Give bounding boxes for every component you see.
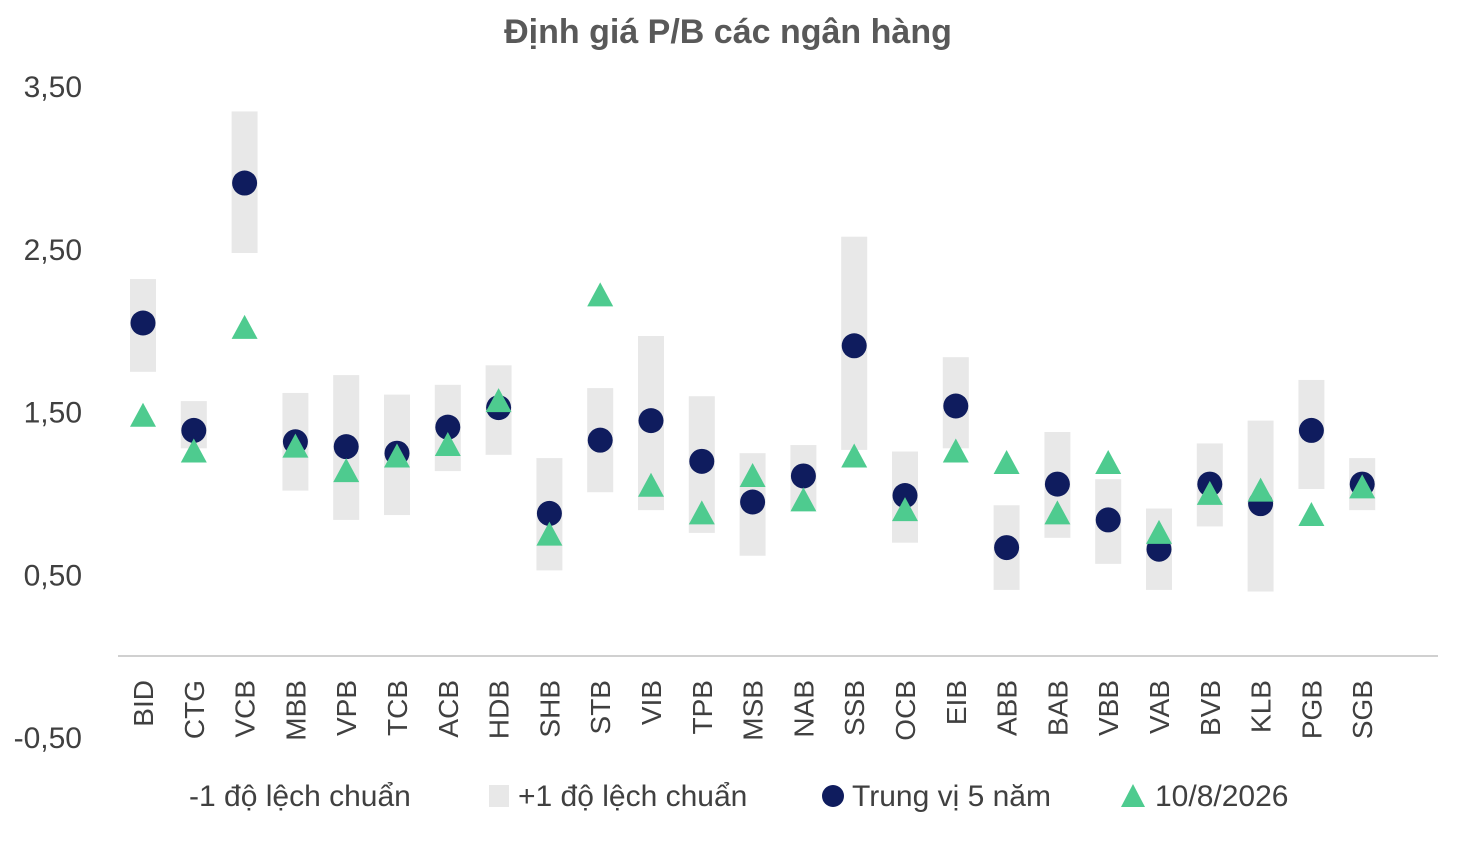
x-tick-ctg: CTG [179, 680, 210, 739]
median-point-abb [994, 535, 1020, 561]
current-point-stb [587, 282, 614, 307]
x-tick-vib: VIB [636, 680, 667, 725]
current-point-vib [638, 472, 664, 497]
legend-swatch-current [1121, 784, 1145, 807]
legend-item-median: Trung vị 5 năm [822, 780, 1051, 813]
current-point-sgb [1349, 474, 1376, 499]
current-point-bab [1044, 500, 1071, 525]
legend-swatch-median [822, 785, 844, 807]
current-point-vpb [333, 458, 360, 483]
current-point-ctg [180, 438, 207, 463]
current-points [130, 282, 1376, 546]
legend-label-plus-sd: +1 độ lệch chuẩn [518, 780, 747, 813]
median-point-eib [943, 393, 969, 419]
median-points [130, 170, 1375, 562]
x-tick-ssb: SSB [839, 680, 870, 736]
std-dev-bands [130, 111, 1376, 592]
median-point-vcb [232, 170, 258, 196]
median-point-pgb [1298, 417, 1324, 443]
median-point-ctg [181, 417, 207, 443]
current-point-eib [942, 438, 969, 463]
median-point-vib [638, 408, 664, 434]
current-point-hdb [485, 388, 512, 413]
x-tick-msb: MSB [738, 680, 769, 741]
x-tick-bvb: BVB [1195, 680, 1226, 736]
y-tick-label: 3,50 [24, 71, 82, 104]
x-tick-vpb: VPB [331, 680, 362, 736]
current-point-bvb [1196, 480, 1223, 505]
median-point-ssb [841, 333, 867, 359]
current-point-vab [1146, 519, 1172, 544]
current-point-vcb [231, 314, 258, 339]
x-tick-acb: ACB [433, 680, 464, 738]
x-tick-vbb: VBB [1093, 680, 1124, 736]
current-point-tcb [384, 443, 410, 468]
x-tick-hdb: HDB [484, 680, 515, 739]
x-tick-stb: STB [585, 680, 616, 734]
current-point-msb [739, 462, 766, 487]
legend-label-median: Trung vị 5 năm [852, 780, 1051, 813]
y-tick-label: -0,50 [14, 722, 82, 755]
median-point-bid [130, 310, 156, 336]
x-tick-mbb: MBB [280, 680, 311, 741]
x-tick-klb: KLB [1246, 680, 1277, 733]
x-tick-eib: EIB [941, 680, 972, 725]
x-tick-vab: VAB [1144, 680, 1175, 734]
x-tick-tpb: TPB [687, 680, 718, 734]
x-tick-sgb: SGB [1347, 680, 1378, 739]
current-point-mbb [282, 433, 309, 458]
x-tick-nab: NAB [788, 680, 819, 738]
y-tick-label: 1,50 [24, 397, 82, 430]
x-tick-bid: BID [128, 680, 159, 727]
x-tick-pgb: PGB [1296, 680, 1327, 739]
median-point-vpb [333, 434, 359, 460]
y-tick-label: 2,50 [24, 234, 82, 267]
x-tick-vcb: VCB [230, 680, 261, 738]
y-tick-label: 0,50 [24, 559, 82, 592]
current-point-vbb [1095, 449, 1122, 474]
current-point-abb [993, 449, 1020, 474]
current-point-ssb [841, 443, 868, 468]
current-point-ocb [892, 497, 918, 522]
legend-swatch-band [489, 785, 509, 807]
x-tick-abb: ABB [992, 680, 1023, 736]
median-point-bab [1044, 471, 1070, 497]
current-point-bid [130, 402, 156, 427]
current-point-shb [536, 521, 563, 546]
current-point-tpb [688, 500, 715, 525]
x-tick-tcb: TCB [382, 680, 413, 736]
median-point-acb [435, 414, 461, 440]
median-point-nab [790, 463, 816, 489]
x-tick-shb: SHB [534, 680, 565, 738]
current-point-pgb [1298, 502, 1325, 527]
legend-label-minus-sd: -1 độ lệch chuẩn [189, 780, 411, 813]
legend: -1 độ lệch chuẩn +1 độ lệch chuẩn Trung … [189, 780, 1288, 813]
current-point-acb [434, 432, 461, 457]
median-point-vbb [1095, 507, 1121, 533]
median-point-ocb [892, 483, 918, 509]
median-point-tpb [689, 448, 715, 474]
legend-item-current: 10/8/2026 [1121, 780, 1288, 813]
legend-label-current: 10/8/2026 [1155, 780, 1288, 813]
current-point-nab [790, 487, 817, 512]
legend-item-minus-sd: -1 độ lệch chuẩn [189, 780, 411, 813]
x-tick-ocb: OCB [890, 680, 921, 741]
y-axis-ticks: 3,50 2,50 1,50 0,50 -0,50 [14, 71, 82, 755]
chart-title: Định giá P/B các ngân hàng [504, 13, 952, 51]
x-tick-bab: BAB [1042, 680, 1073, 736]
median-point-shb [536, 500, 562, 526]
legend-item-plus-sd: +1 độ lệch chuẩn [489, 780, 747, 813]
current-point-klb [1247, 477, 1274, 502]
median-point-msb [740, 489, 766, 515]
x-axis-ticks: BID CTG VCB MBB VPB TCB ACB HDB SHB STB VIB TPB MSB N… [128, 680, 1378, 741]
median-point-stb [587, 427, 613, 453]
